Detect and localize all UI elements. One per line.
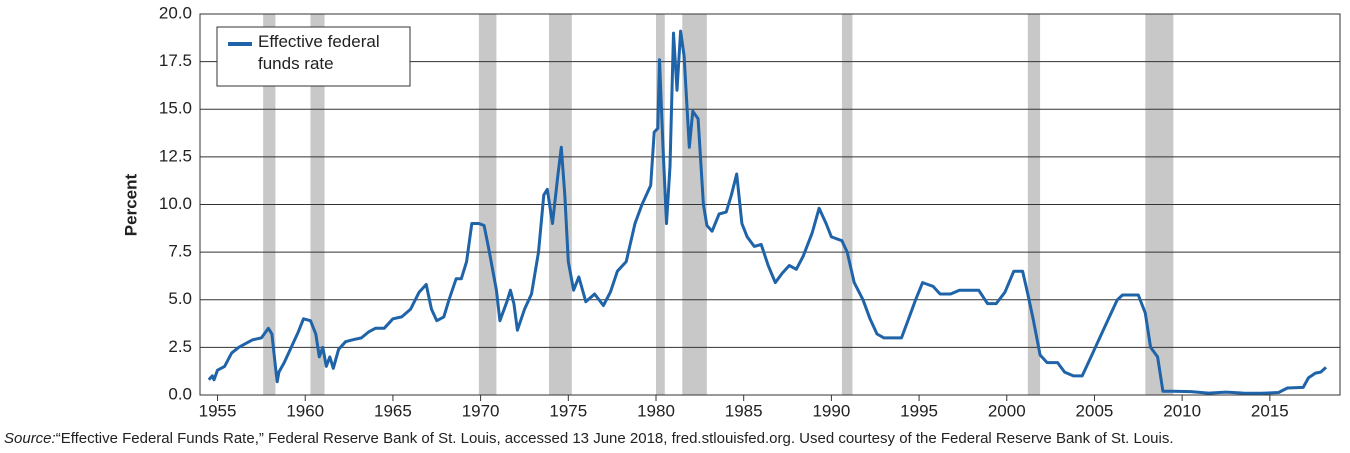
y-tick-label: 12.5 <box>159 146 192 165</box>
series-line <box>207 29 1327 395</box>
x-tick-label: 2015 <box>1251 401 1289 420</box>
x-tick-label: 1990 <box>812 401 850 420</box>
x-tick-label: 1995 <box>900 401 938 420</box>
y-tick-label: 5.0 <box>168 289 192 308</box>
x-tick-label: 1975 <box>549 401 587 420</box>
x-tick-label: 2000 <box>988 401 1026 420</box>
source-text: “Effective Federal Funds Rate,” Federal … <box>55 430 1174 447</box>
y-axis-label: Percent <box>121 173 140 236</box>
source-note: Source:“Effective Federal Funds Rate,” F… <box>4 430 1174 447</box>
legend-box <box>216 26 411 87</box>
x-tick-label: 1965 <box>374 401 412 420</box>
y-tick-label: 2.5 <box>168 337 192 356</box>
legend-label: Effective federal funds rate <box>258 32 380 73</box>
source-label: Source: <box>4 430 56 447</box>
x-tick-label: 2010 <box>1163 401 1201 420</box>
x-tick-label: 2005 <box>1076 401 1114 420</box>
y-tick-label: 20.0 <box>159 3 192 22</box>
y-tick-label: 0.0 <box>168 384 192 403</box>
plot <box>207 26 1327 395</box>
x-tick-label: 1955 <box>199 401 237 420</box>
y-tick-label: 15.0 <box>159 99 192 118</box>
x-tick-label: 1980 <box>637 401 675 420</box>
x-tick-label: 1985 <box>725 401 763 420</box>
y-tick-label: 10.0 <box>159 194 192 213</box>
grid: 0.0 2.5 5.0 7.5 10.0 12.5 15.0 17.5 20.0 1955 1960… <box>159 3 1341 420</box>
y-tick-label: 7.5 <box>168 242 192 261</box>
x-tick-label: 1960 <box>286 401 324 420</box>
y-tick-label: 17.5 <box>159 51 192 70</box>
plot-frame <box>199 13 1341 396</box>
x-tick-label: 1970 <box>462 401 500 420</box>
